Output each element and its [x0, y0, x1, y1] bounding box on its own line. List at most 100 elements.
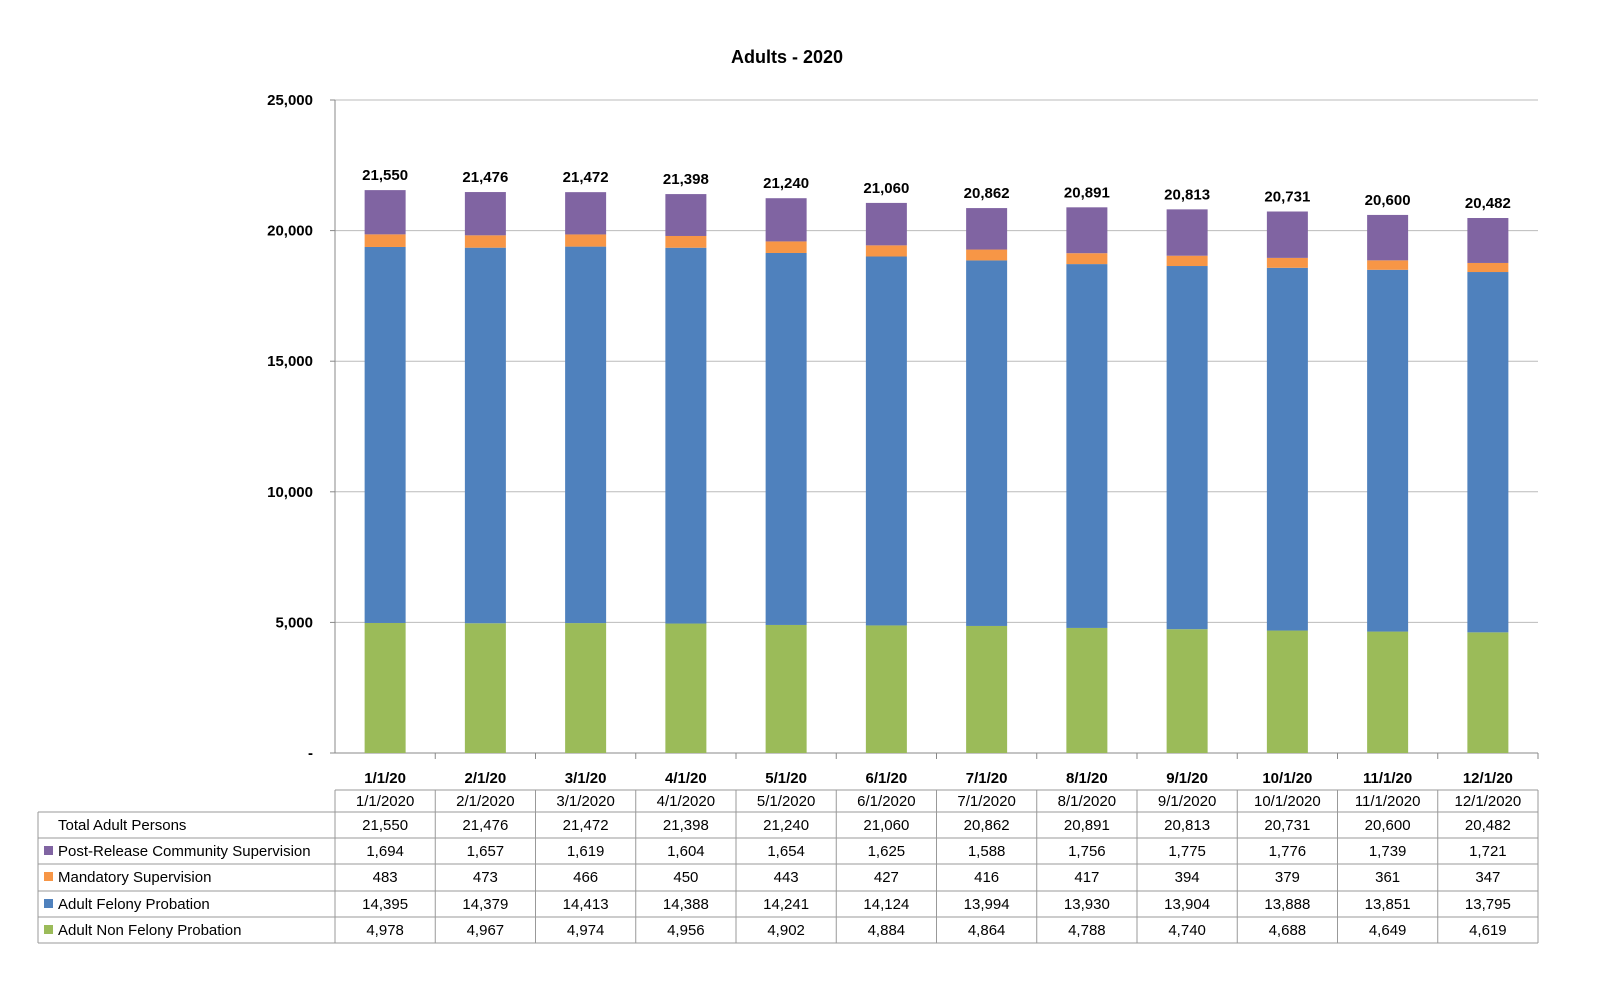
- table-cell: 14,413: [563, 896, 609, 913]
- table-cell: 1,604: [667, 843, 705, 860]
- table-date: 9/1/2020: [1158, 793, 1216, 810]
- bar-segment: [565, 192, 607, 235]
- x-tick-label: 10/1/20: [1262, 770, 1312, 787]
- table-cell: 13,851: [1365, 896, 1411, 913]
- table-date: 2/1/2020: [456, 793, 514, 810]
- x-tick-label: 4/1/20: [665, 770, 707, 787]
- table-cell: 13,930: [1064, 896, 1110, 913]
- legend-swatch: [44, 925, 53, 934]
- bar-segment: [1367, 269, 1409, 632]
- bar-segment: [1266, 211, 1308, 258]
- table-cell: 1,694: [366, 843, 404, 860]
- table-row-label: Total Adult Persons: [58, 817, 186, 834]
- table-date: 4/1/2020: [657, 793, 715, 810]
- total-data-label: 20,891: [1064, 184, 1110, 201]
- table-cell: 14,241: [763, 896, 809, 913]
- bar-segment: [865, 245, 907, 257]
- table-cell: 14,124: [863, 896, 909, 913]
- table-cell: 361: [1375, 869, 1400, 886]
- bar-segment: [665, 247, 707, 624]
- total-data-label: 20,600: [1365, 192, 1411, 209]
- table-cell: 20,891: [1064, 817, 1110, 834]
- table-cell: 427: [874, 869, 899, 886]
- table-cell: 20,862: [964, 817, 1010, 834]
- bar-segment: [1467, 272, 1509, 633]
- bar-segment: [464, 247, 506, 624]
- table-cell: 21,060: [863, 817, 909, 834]
- y-tick-label: 20,000: [267, 223, 313, 240]
- x-tick-label: 3/1/20: [565, 770, 607, 787]
- bar-segment: [1066, 253, 1108, 265]
- x-tick-label: 7/1/20: [966, 770, 1008, 787]
- table-cell: 13,994: [964, 896, 1010, 913]
- bar-segment: [565, 234, 607, 247]
- total-data-label: 20,731: [1264, 189, 1310, 206]
- table-cell: 4,956: [667, 922, 705, 939]
- table-cell: 379: [1275, 869, 1300, 886]
- table-date: 5/1/2020: [757, 793, 815, 810]
- table-cell: 417: [1074, 869, 1099, 886]
- table-date: 8/1/2020: [1058, 793, 1116, 810]
- table-cell: 1,776: [1269, 843, 1307, 860]
- table-date: 1/1/2020: [356, 793, 414, 810]
- table-cell: 21,550: [362, 817, 408, 834]
- table-cell: 14,388: [663, 896, 709, 913]
- table-date: 3/1/2020: [556, 793, 614, 810]
- x-tick-label: 1/1/20: [364, 770, 406, 787]
- table-cell: 4,967: [467, 922, 505, 939]
- bar-segment: [364, 234, 406, 247]
- bar-segment: [364, 622, 406, 753]
- bar-segment: [966, 208, 1008, 250]
- bar-segment: [1467, 632, 1509, 753]
- table-cell: 4,649: [1369, 922, 1407, 939]
- x-tick-label: 8/1/20: [1066, 770, 1108, 787]
- table-cell: 20,482: [1465, 817, 1511, 834]
- table-cell: 13,904: [1164, 896, 1210, 913]
- bar-segment: [1166, 266, 1208, 630]
- table-date: 10/1/2020: [1254, 793, 1321, 810]
- y-tick-label: 10,000: [267, 484, 313, 501]
- table-row-label: Post-Release Community Supervision: [58, 843, 311, 860]
- bar-segment: [1066, 264, 1108, 628]
- bar-segment: [364, 190, 406, 235]
- x-tick-label: 9/1/20: [1166, 770, 1208, 787]
- table-cell: 14,395: [362, 896, 408, 913]
- total-data-label: 21,472: [563, 169, 609, 186]
- table-cell: 4,902: [767, 922, 805, 939]
- bar-segment: [565, 623, 607, 753]
- bar-segment: [765, 241, 807, 253]
- table-date: 11/1/2020: [1355, 793, 1421, 810]
- table-cell: 483: [373, 869, 398, 886]
- table-cell: 14,379: [462, 896, 508, 913]
- table-cell: 4,619: [1469, 922, 1507, 939]
- x-tick-label: 11/1/20: [1363, 770, 1412, 787]
- bar-segment: [1166, 255, 1208, 267]
- table-cell: 4,884: [868, 922, 906, 939]
- table-cell: 443: [774, 869, 799, 886]
- table-cell: 1,721: [1469, 843, 1507, 860]
- legend-swatch: [44, 872, 53, 881]
- table-cell: 4,788: [1068, 922, 1106, 939]
- x-tick-label: 2/1/20: [465, 770, 507, 787]
- table-row-label: Mandatory Supervision: [58, 869, 211, 886]
- bar-segment: [1367, 260, 1409, 270]
- table-cell: 20,600: [1365, 817, 1411, 834]
- table-cell: 4,978: [366, 922, 404, 939]
- bar-segment: [1266, 630, 1308, 753]
- total-data-label: 20,813: [1164, 186, 1210, 203]
- table-cell: 21,472: [563, 817, 609, 834]
- total-data-label: 21,550: [362, 167, 408, 184]
- bar-segment: [765, 624, 807, 753]
- table-cell: 4,864: [968, 922, 1006, 939]
- bar-segment: [1467, 218, 1509, 263]
- table-cell: 450: [673, 869, 698, 886]
- table-row-label: Adult Felony Probation: [58, 896, 210, 913]
- bar-segment: [1367, 631, 1409, 753]
- table-cell: 1,657: [467, 843, 505, 860]
- bar-segment: [765, 252, 807, 625]
- table-cell: 473: [473, 869, 498, 886]
- table-cell: 13,795: [1465, 896, 1511, 913]
- bar-segment: [565, 246, 607, 624]
- table-date: 7/1/2020: [957, 793, 1015, 810]
